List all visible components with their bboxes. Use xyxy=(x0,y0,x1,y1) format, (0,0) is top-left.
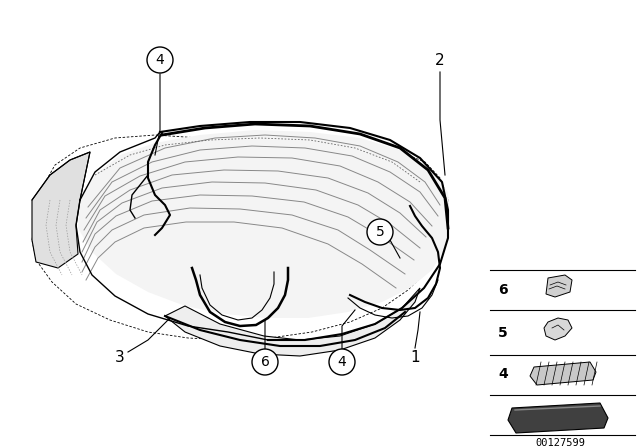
Circle shape xyxy=(329,349,355,375)
Polygon shape xyxy=(530,362,596,385)
Polygon shape xyxy=(78,130,450,318)
Text: 3: 3 xyxy=(115,350,125,366)
Text: 6: 6 xyxy=(260,355,269,369)
Polygon shape xyxy=(508,403,608,433)
Circle shape xyxy=(367,219,393,245)
Text: 2: 2 xyxy=(435,52,445,68)
Circle shape xyxy=(252,349,278,375)
Text: 6: 6 xyxy=(498,283,508,297)
Text: 00127599: 00127599 xyxy=(535,438,585,448)
Text: 5: 5 xyxy=(498,326,508,340)
Text: 4: 4 xyxy=(498,367,508,381)
Polygon shape xyxy=(165,288,420,356)
Text: 5: 5 xyxy=(376,225,385,239)
Text: 4: 4 xyxy=(156,53,164,67)
Text: 4: 4 xyxy=(338,355,346,369)
Polygon shape xyxy=(544,318,572,340)
Circle shape xyxy=(147,47,173,73)
Text: 1: 1 xyxy=(410,350,420,366)
Polygon shape xyxy=(546,275,572,297)
Polygon shape xyxy=(32,152,90,268)
